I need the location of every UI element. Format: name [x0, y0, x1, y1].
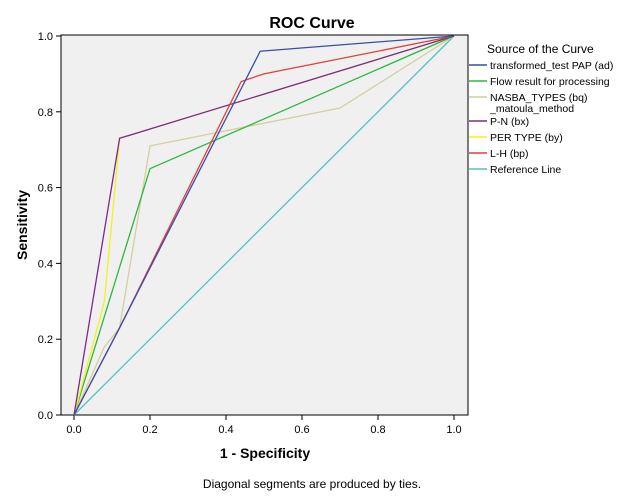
- series-line-2: [73, 35, 455, 416]
- x-tick-label: 0.2: [142, 424, 157, 436]
- footnote: Diagonal segments are produced by ties.: [203, 477, 421, 491]
- legend-label: Flow result for processing: [490, 76, 610, 88]
- y-tick-label: 0.4: [38, 258, 53, 270]
- y-tick-label: 0.6: [38, 183, 53, 195]
- legend-label: PER TYPE (by): [490, 132, 563, 144]
- legend: Source of the Curve transformed_test PAP…: [469, 42, 613, 176]
- x-tick-label: 0.6: [294, 424, 309, 436]
- x-tick-label: 1.0: [446, 424, 461, 436]
- series-line-6: [73, 35, 455, 416]
- y-tick-label: 0.0: [38, 410, 53, 422]
- x-tick-label: 0.0: [66, 424, 81, 436]
- series-lines: [73, 35, 455, 416]
- y-tick-label: 0.8: [38, 107, 53, 119]
- legend-title: Source of the Curve: [487, 42, 594, 56]
- y-axis-label: Sensitivity: [14, 190, 30, 260]
- series-line-3: [73, 35, 455, 416]
- chart-title: ROC Curve: [269, 15, 354, 32]
- legend-label: transformed_test PAP (ad): [490, 60, 613, 72]
- legend-label: P-N (bx): [490, 116, 529, 128]
- legend-label: L-H (bp): [490, 148, 529, 160]
- legend-label: NASBA_TYPES (bq) _matoula_method: [489, 92, 587, 115]
- series-line-0: [73, 35, 455, 416]
- x-axis-label: 1 - Specificity: [220, 445, 310, 461]
- x-tick-label: 0.8: [370, 424, 385, 436]
- y-tick-label: 1.0: [38, 31, 53, 43]
- legend-label: Reference Line: [490, 164, 561, 176]
- x-tick-label: 0.4: [218, 424, 233, 436]
- y-tick-label: 0.2: [38, 334, 53, 346]
- ticks: 0.0 0.2 0.4 0.6 0.8 1.0 0.0 0.2 0.4 0.6 0.8 1.0: [38, 31, 462, 436]
- series-line-1: [73, 35, 455, 416]
